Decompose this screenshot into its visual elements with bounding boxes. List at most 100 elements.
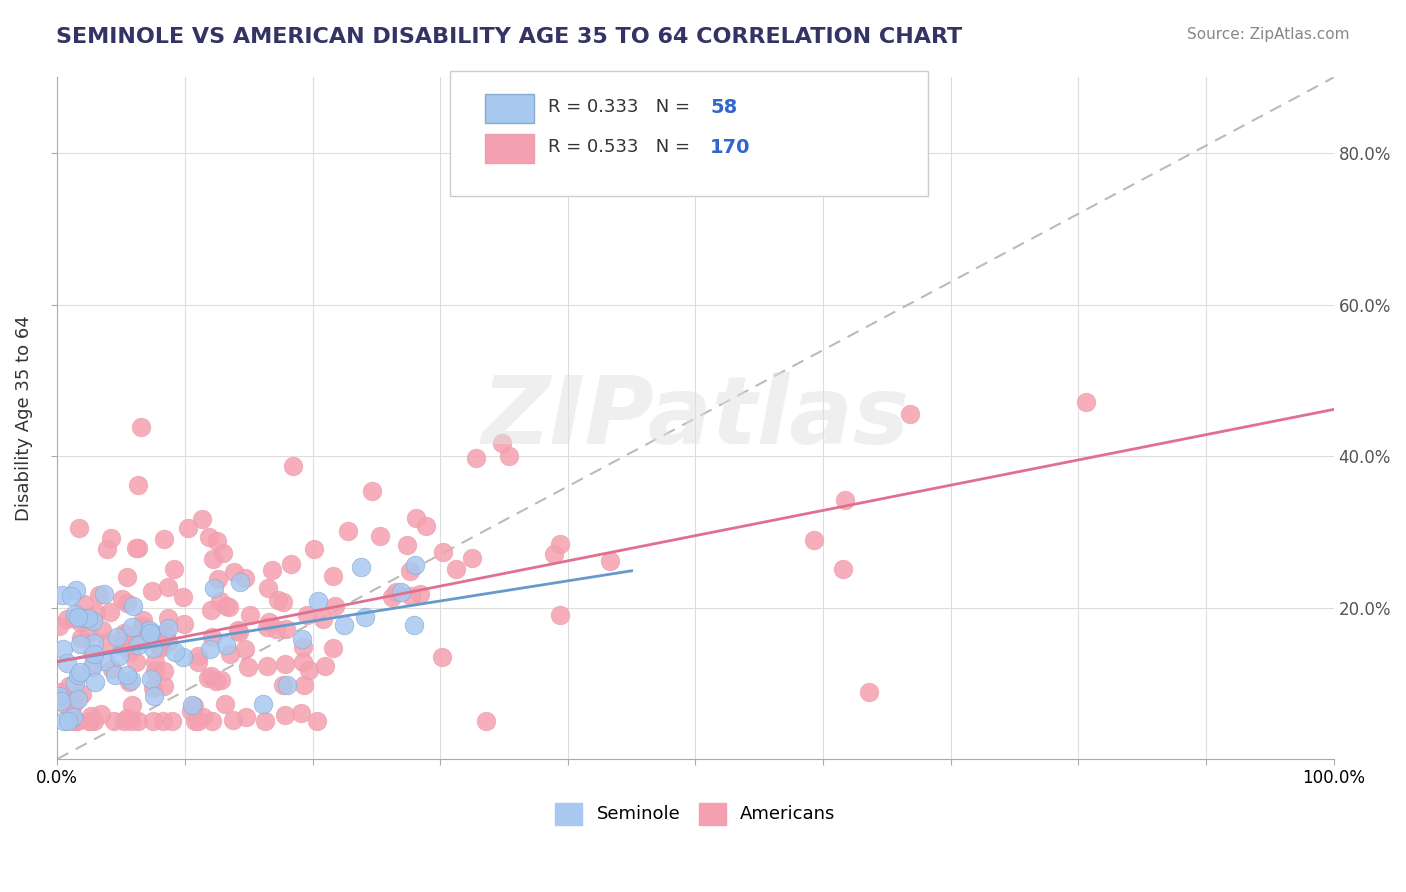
Americans [156, 635, 179, 649]
Seminole [202, 581, 225, 595]
Americans [267, 593, 290, 607]
Americans [197, 671, 219, 685]
Seminole [59, 589, 82, 603]
Americans [274, 707, 297, 722]
Americans [149, 641, 172, 656]
Americans [256, 658, 278, 673]
Seminole [69, 637, 91, 651]
Seminole [115, 668, 138, 682]
Seminole [63, 675, 86, 690]
Seminole [402, 618, 425, 632]
Americans [142, 714, 165, 728]
Text: R = 0.533   N =: R = 0.533 N = [548, 138, 696, 156]
Americans [121, 641, 143, 656]
Americans [214, 697, 236, 711]
Americans [157, 580, 180, 594]
Americans [90, 706, 112, 721]
Americans [84, 607, 107, 621]
Americans [62, 698, 84, 712]
Seminole [56, 714, 79, 728]
Seminole [108, 649, 131, 664]
Americans [63, 714, 86, 728]
Americans [80, 708, 103, 723]
Americans [314, 659, 336, 673]
Americans [262, 564, 284, 578]
Seminole [142, 640, 165, 655]
Americans [55, 698, 77, 712]
Text: SEMINOLE VS AMERICAN DISABILITY AGE 35 TO 64 CORRELATION CHART: SEMINOLE VS AMERICAN DISABILITY AGE 35 T… [56, 27, 963, 46]
Seminole [77, 610, 100, 624]
Y-axis label: Disability Age 35 to 64: Disability Age 35 to 64 [15, 316, 32, 521]
Americans [215, 599, 238, 614]
Americans [312, 612, 335, 626]
Americans [149, 639, 172, 653]
Seminole [252, 697, 274, 711]
Americans [112, 625, 135, 640]
Americans [432, 544, 454, 558]
Americans [498, 449, 520, 463]
Americans [143, 665, 166, 679]
Americans [271, 678, 294, 692]
Americans [253, 714, 276, 728]
Americans [209, 673, 232, 687]
Seminole [51, 587, 73, 601]
Americans [274, 622, 297, 636]
Americans [256, 620, 278, 634]
Americans [599, 554, 621, 568]
Americans [222, 713, 245, 727]
Americans [368, 529, 391, 543]
Americans [271, 595, 294, 609]
Americans [103, 714, 125, 728]
Americans [69, 615, 91, 629]
Americans [117, 711, 139, 725]
Text: R = 0.333   N =: R = 0.333 N = [548, 98, 696, 116]
Seminole [70, 611, 93, 625]
Americans [322, 640, 344, 655]
Seminole [198, 642, 221, 657]
Americans [444, 562, 467, 576]
Americans [292, 640, 315, 655]
Americans [200, 603, 222, 617]
Americans [125, 541, 148, 556]
Americans [228, 625, 250, 640]
Americans [56, 612, 79, 626]
Seminole [83, 647, 105, 661]
Americans [264, 622, 287, 636]
Americans [198, 530, 221, 544]
Americans [141, 584, 163, 599]
Seminole [121, 620, 143, 634]
Americans [70, 687, 93, 701]
Americans [211, 546, 233, 560]
Seminole [105, 630, 128, 644]
Americans [256, 581, 278, 595]
Americans [238, 660, 260, 674]
Americans [475, 714, 498, 728]
Americans [292, 678, 315, 692]
Seminole [141, 624, 163, 639]
Americans [98, 605, 121, 619]
Americans [207, 572, 229, 586]
Seminole [66, 668, 89, 682]
Americans [200, 631, 222, 645]
Text: 170: 170 [710, 137, 751, 157]
Seminole [157, 621, 180, 635]
Americans [100, 531, 122, 545]
Seminole [163, 644, 186, 658]
Americans [1074, 394, 1097, 409]
Text: 58: 58 [710, 97, 737, 117]
Americans [115, 596, 138, 610]
Americans [832, 562, 855, 576]
Americans [127, 478, 149, 492]
Seminole [307, 594, 329, 608]
Text: ZIPatlas: ZIPatlas [481, 372, 910, 464]
Seminole [55, 657, 77, 671]
Americans [361, 483, 384, 498]
Seminole [49, 694, 72, 708]
Seminole [215, 638, 238, 652]
Seminole [404, 558, 426, 573]
Americans [87, 588, 110, 602]
Americans [131, 619, 153, 633]
Americans [218, 600, 240, 615]
Americans [176, 520, 198, 534]
Americans [430, 649, 453, 664]
